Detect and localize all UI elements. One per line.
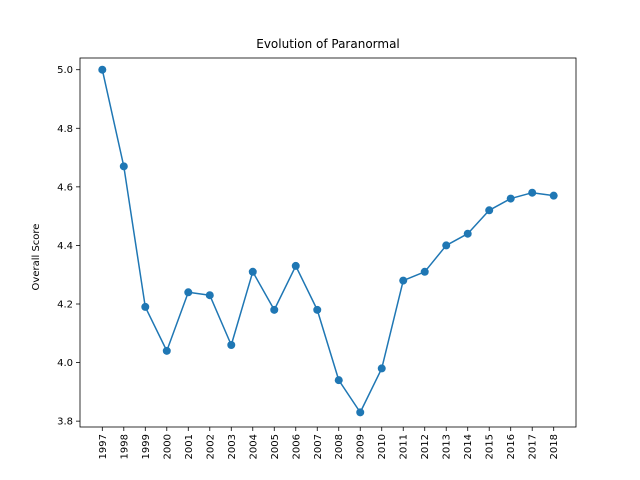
- chart-title: Evolution of Paranormal: [256, 37, 400, 51]
- x-tick-label: 2011: [399, 434, 410, 459]
- x-tick-label: 2017: [528, 434, 539, 459]
- x-tick-label: 2002: [205, 434, 216, 459]
- y-tick-label: 4.6: [57, 182, 73, 193]
- x-tick-label: 2006: [291, 434, 302, 459]
- x-tick-label: 2000: [162, 434, 173, 459]
- data-point: [528, 188, 537, 197]
- x-tick-label: 2012: [420, 434, 431, 459]
- data-point: [377, 364, 386, 373]
- y-tick-label: 5.0: [57, 65, 73, 76]
- x-tick-label: 2016: [506, 434, 517, 459]
- x-tick-label: 2003: [227, 434, 238, 459]
- data-point: [119, 162, 128, 171]
- y-tick-label: 4.4: [57, 241, 73, 252]
- data-point: [205, 291, 214, 300]
- data-point: [141, 302, 150, 311]
- data-point: [313, 305, 322, 314]
- x-tick-label: 2005: [270, 434, 281, 459]
- x-tick-label: 2007: [313, 434, 324, 459]
- x-tick-label: 1998: [119, 434, 130, 459]
- data-point: [549, 191, 558, 200]
- data-point: [162, 346, 171, 355]
- x-tick-label: 2008: [334, 434, 345, 459]
- data-point: [356, 408, 365, 417]
- x-tick-label: 2010: [377, 434, 388, 459]
- series-line: [101, 69, 554, 414]
- plot-area: 3.8 4.0 4.2 4.4 4.6 4.8 5.0 1997 1998 1999 2000 200…: [57, 57, 577, 459]
- data-point: [463, 229, 472, 238]
- data-point: [270, 305, 279, 314]
- x-tick-label: 2018: [549, 434, 560, 459]
- x-tick-label: 2009: [356, 434, 367, 459]
- y-tick-label: 3.8: [57, 417, 73, 428]
- x-tick-label: 1999: [141, 434, 152, 459]
- y-tick-label: 4.0: [57, 358, 73, 369]
- axes-frame: [79, 57, 577, 428]
- x-tick-label: 2004: [248, 434, 259, 459]
- data-point: [248, 267, 257, 276]
- y-tick-label: 4.8: [57, 124, 73, 135]
- data-point: [98, 65, 107, 74]
- data-point: [442, 241, 451, 250]
- data-point: [420, 267, 429, 276]
- x-tick-label: 1997: [98, 434, 109, 459]
- data-point: [334, 376, 343, 385]
- data-point: [399, 276, 408, 285]
- x-tick-label: 2015: [485, 434, 496, 459]
- x-tick-label: 2013: [442, 434, 453, 459]
- y-axis-title: Overall Score: [31, 224, 42, 291]
- data-point: [291, 261, 300, 270]
- x-tick-label: 2001: [184, 434, 195, 459]
- data-point: [485, 206, 494, 215]
- y-tick-label: 4.2: [57, 300, 73, 311]
- data-point: [227, 341, 236, 349]
- data-point: [506, 194, 515, 203]
- x-tick-label: 2014: [463, 434, 474, 459]
- data-point: [184, 288, 193, 297]
